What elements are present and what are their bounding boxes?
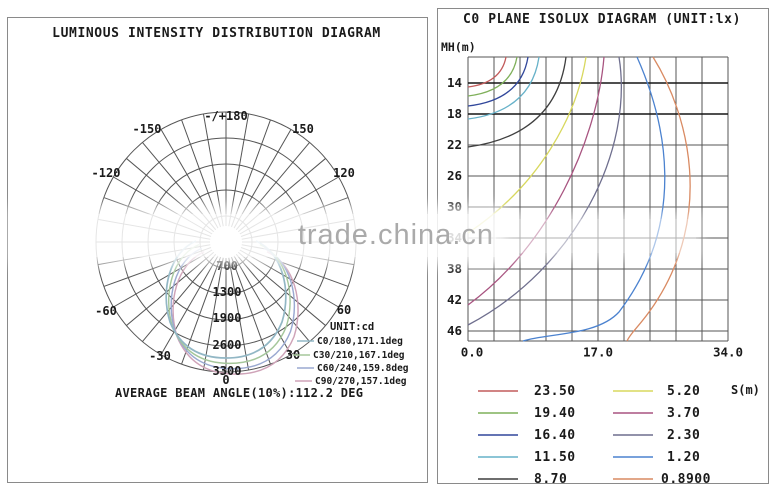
polar-angle-label-neg30: -30 [149, 349, 171, 363]
y-tick-22: 22 [446, 137, 462, 152]
x-axis-label: S(m) [731, 383, 760, 397]
polar-angle-label-neg120: -120 [91, 166, 121, 180]
y-tick-30: 30 [446, 199, 462, 214]
polar-legend-label-c30: C30/210,167.1deg [313, 349, 405, 361]
isolux-legend-swatch-11.50 [478, 456, 518, 458]
isolux-legend-value-8.70: 8.70 [534, 471, 568, 487]
isolux-legend-row-23.50: 23.50 [478, 383, 576, 399]
polar-legend-label-c0: C0/180,171.1deg [317, 335, 403, 347]
watermark-band-right [500, 219, 696, 253]
y-tick-42: 42 [446, 292, 462, 307]
polar-radial-label-1900: 1900 [212, 311, 242, 325]
isolux-legend-value-2.30: 2.30 [667, 427, 701, 443]
isolux-legend-swatch-3.70 [613, 412, 653, 414]
isolux-legend-row-19.40: 19.40 [478, 405, 576, 421]
x-tick-34.0: 34.0 [712, 344, 744, 360]
y-tick-26: 26 [446, 168, 462, 183]
isolux-legend-row-5.20: 5.20 [613, 383, 700, 399]
polar-legend-row-c30: C30/210,167.1deg [293, 349, 405, 361]
isolux-legend-value-16.40: 16.40 [534, 427, 576, 443]
y-tick-14: 14 [446, 75, 462, 90]
isolux-legend-value-5.20: 5.20 [667, 383, 701, 399]
isolux-legend-swatch-1.20 [613, 456, 653, 458]
polar-angle-label-0: 0 [222, 373, 230, 387]
polar-angle-label-neg150: -150 [132, 122, 162, 136]
isolux-legend-row-2.30: 2.30 [613, 427, 700, 443]
isolux-legend-value-23.50: 23.50 [534, 383, 576, 399]
isolux-legend-value-19.40: 19.40 [534, 405, 576, 421]
isolux-legend-swatch-19.40 [478, 412, 518, 414]
isolux-legend-swatch-5.20 [613, 390, 653, 392]
polar-legend-row-c60: C60/240,159.8deg [297, 362, 409, 374]
polar-legend-row-c90: C90/270,157.1deg [295, 375, 407, 387]
polar-legend-swatch-c0 [297, 340, 314, 342]
x-tick-0.0: 0.0 [460, 344, 484, 360]
polar-angle-label-neg60: -60 [95, 304, 117, 318]
y-tick-18: 18 [446, 106, 462, 121]
isolux-legend-row-1.20: 1.20 [613, 449, 700, 465]
y-tick-46: 46 [446, 323, 462, 338]
polar-radial-label-2600: 2600 [212, 338, 242, 352]
isolux-legend-row-11.50: 11.50 [478, 449, 576, 465]
watermark-band: trade.china.cn [18, 214, 496, 257]
polar-radial-label-3300: 3300 [212, 364, 242, 378]
polar-unit-label: UNIT:cd [330, 321, 375, 333]
polar-legend-swatch-c30 [293, 354, 310, 356]
isolux-legend-row-0.8900: 0.8900 [613, 471, 711, 487]
polar-angle-label-120: 120 [333, 166, 355, 180]
polar-angle-label-180: -/+180 [204, 109, 248, 123]
polar-legend-swatch-c60 [297, 367, 314, 369]
polar-radial-label-700: 700 [216, 259, 238, 273]
polar-legend-label-c90: C90/270,157.1deg [315, 375, 407, 387]
isolux-legend-swatch-0.8900 [613, 478, 653, 480]
isolux-legend-value-3.70: 3.70 [667, 405, 701, 421]
isolux-legend-swatch-8.70 [478, 478, 518, 480]
polar-angle-label-60: 60 [336, 303, 352, 317]
y-axis-label: MH(m) [441, 40, 476, 54]
polar-legend-swatch-c90 [295, 380, 312, 382]
isolux-legend-swatch-23.50 [478, 390, 518, 392]
isolux-legend-value-11.50: 11.50 [534, 449, 576, 465]
left-chart-title: LUMINOUS INTENSITY DISTRIBUTION DIAGRAM [52, 26, 381, 41]
y-tick-38: 38 [446, 261, 462, 276]
polar-legend-label-c60: C60/240,159.8deg [317, 362, 409, 374]
isolux-legend-value-0.8900: 0.8900 [661, 471, 711, 487]
isolux-legend-swatch-2.30 [613, 434, 653, 436]
polar-radial-label-1300: 1300 [212, 285, 242, 299]
isolux-legend-row-8.70: 8.70 [478, 471, 567, 487]
isolux-legend-value-1.20: 1.20 [667, 449, 701, 465]
right-chart-title: C0 PLANE ISOLUX DIAGRAM (UNIT:lx) [462, 12, 742, 27]
polar-legend-row-c0: C0/180,171.1deg [297, 335, 403, 347]
polar-angle-label-150: 150 [292, 122, 314, 136]
isolux-legend-swatch-16.40 [478, 434, 518, 436]
x-tick-17.0: 17.0 [582, 344, 614, 360]
isolux-legend-row-16.40: 16.40 [478, 427, 576, 443]
average-beam-angle-caption: AVERAGE BEAM ANGLE(10%):112.2 DEG [115, 386, 364, 400]
watermark-text: trade.china.cn [297, 219, 494, 251]
isolux-legend-row-3.70: 3.70 [613, 405, 700, 421]
